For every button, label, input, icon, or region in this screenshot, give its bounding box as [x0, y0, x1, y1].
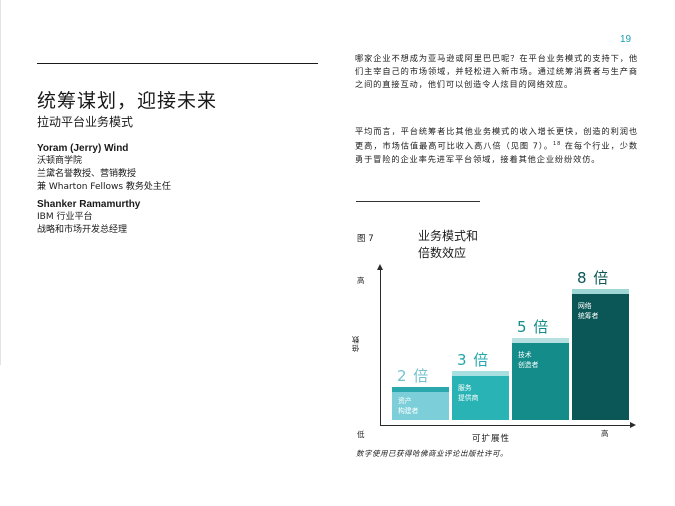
page-subtitle: 拉动平台业务模式 [37, 115, 134, 129]
chart-bar-label-line: 资产 [398, 397, 412, 406]
body-text-span: 平均而言，平台统筹者比其他业务模式的收入增长更快，创造的利润也更高，市场估值最高… [355, 126, 638, 151]
section-divider [356, 201, 480, 202]
y-axis-low-label: 低 [357, 430, 365, 439]
author-name: Yoram (Jerry) Wind [37, 143, 129, 154]
chart-bar-label-line: 提供商 [458, 393, 479, 402]
chart-bar-label: 服务 提供商 [458, 383, 478, 403]
chart-bar-label-line: 统筹者 [578, 312, 599, 320]
figure-caption: 数字使用已获得哈佛商业评论出版社许可。 [356, 449, 508, 458]
chart-bar-label: 资产 构建者 [398, 396, 418, 416]
chart-bar-cap [512, 338, 569, 344]
page-title: 统筹谋划，迎接未来 [37, 90, 218, 112]
chart-title-line: 业务模式和 [418, 229, 479, 243]
chart-value-label: 5 倍 [517, 318, 550, 337]
author-title: 战略和市场开发总经理 [37, 225, 128, 235]
chart-value-label: 2 倍 [397, 367, 430, 386]
chart-bar-label-line: 构建者 [398, 407, 419, 416]
footnote-ref: 18 [553, 141, 562, 148]
y-axis-high-label: 高 [357, 276, 365, 285]
y-axis-title: 倍数 [351, 335, 360, 352]
chart-bar-label: 技术 创造者 [518, 350, 538, 370]
author-block-ramamurthy: Shanker Ramamurthy IBM 行业平台 战略和市场开发总经理 [37, 198, 327, 237]
chart-bar: 服务 提供商 [452, 370, 509, 420]
author-title: 兼 Wharton Fellows 教务处主任 [37, 182, 171, 192]
x-axis [380, 425, 631, 426]
chart-bar-label: 网络 统筹者 [578, 301, 598, 321]
y-axis-arrow-icon [377, 264, 383, 270]
x-axis-arrow-icon [630, 422, 636, 428]
x-axis-title: 可扩展性 [472, 434, 511, 444]
chart-bar-label-line: 网络 [578, 302, 592, 310]
chart-bar: 网络 统筹者 [572, 289, 629, 420]
figure-label: 图 7 [357, 234, 374, 244]
chart-bar-cap [452, 370, 509, 376]
chart-bar-cap [392, 387, 449, 393]
chart-title-line: 倍数效应 [418, 246, 467, 260]
page-number: 19 [620, 34, 632, 45]
chart-bar: 技术 创造者 [512, 338, 569, 420]
chart-bar-label-line: 服务 [458, 383, 472, 392]
chart-title: 业务模式和 倍数效应 [418, 228, 478, 262]
chart-value-label: 3 倍 [457, 350, 490, 369]
author-affiliation: IBM 行业平台 [37, 212, 93, 222]
author-name: Shanker Ramamurthy [37, 199, 141, 210]
header-rule [37, 63, 318, 64]
y-axis [380, 268, 381, 426]
chart-bar-label-line: 技术 [518, 351, 532, 360]
author-affiliation: 沃顿商学院 [37, 156, 83, 166]
chart-bar: 资产 构建者 [392, 387, 449, 420]
chart-value-label: 8 倍 [577, 269, 610, 287]
body-paragraph-2: 平均而言，平台统筹者比其他业务模式的收入增长更快，创造的利润也更高，市场估值最高… [355, 125, 638, 166]
chart-bar-label-line: 创造者 [518, 361, 539, 370]
left-margin-rule [0, 0, 1, 365]
body-paragraph-1: 哪家企业不想成为亚马逊或阿里巴巴呢？在平台业务模式的支持下，他们主宰自己的市场领… [355, 53, 638, 90]
x-axis-high-label: 高 [601, 429, 609, 438]
author-block-wind: Yoram (Jerry) Wind 沃顿商学院 兰黛名誉教授、营销教授 兼 W… [37, 142, 327, 194]
body-text-span: 在每个行业，少数勇于冒险的企业率先进军平台领域，接着其他企业纷纷效仿。 [355, 140, 638, 165]
author-title: 兰黛名誉教授、营销教授 [37, 169, 137, 179]
chart-bar-cap [572, 289, 629, 294]
